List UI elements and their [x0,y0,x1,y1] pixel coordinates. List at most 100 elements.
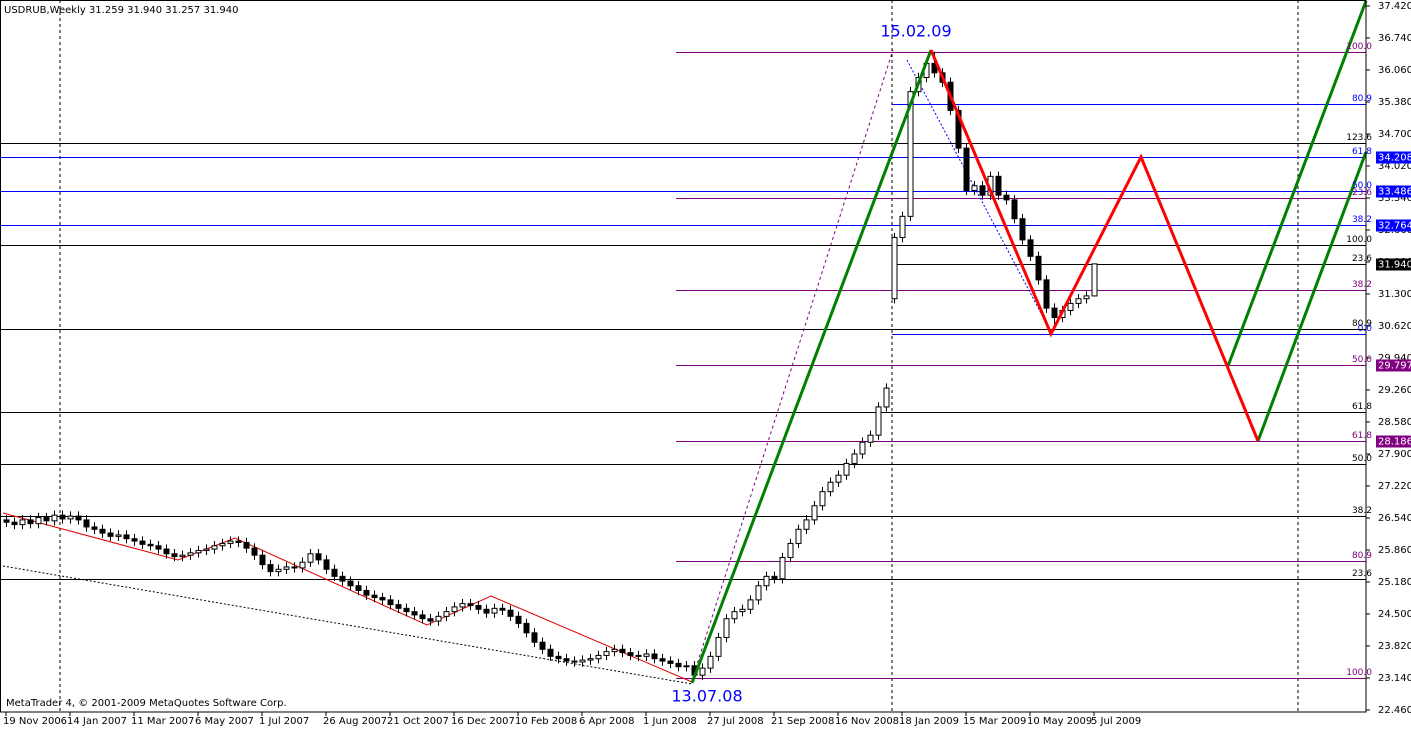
x-tick-label: 21 Sep 2008 [771,716,834,727]
level-label: 50.0 [1352,355,1372,365]
y-tick-label: 35.380 [1378,97,1411,108]
candle-body [27,519,34,525]
candle-body [51,514,58,522]
candle-body [1051,307,1058,319]
candle-body [579,659,586,663]
candle-body [267,564,274,573]
price-box-label: 32.764 [1378,221,1411,232]
candle-body [851,453,858,464]
level-label: 80.9 [1352,551,1372,561]
candle-body [683,665,690,668]
candle-body [931,62,938,74]
candle-body [275,568,282,573]
x-tick-label: 27 Jul 2008 [707,716,764,727]
price-box [1376,219,1411,232]
candle-body [123,534,130,540]
candle-body [1043,279,1050,309]
candle-body [251,547,258,556]
candle-body [1091,263,1098,297]
candle-body [459,603,466,608]
x-tick-label: 21 Oct 2007 [387,716,449,727]
candle-body [227,540,234,544]
level-label: 38.2 [1352,280,1372,290]
level-label: 61.8 [1352,431,1372,441]
y-tick-label: 26.540 [1378,513,1411,524]
candle-body [859,441,866,455]
plot-area [0,52,1366,679]
candle-body [355,585,362,591]
candle-body [3,519,10,523]
candle-body [467,603,474,607]
candle-body [435,615,442,622]
candle-body [803,519,810,530]
candle-body [363,589,370,596]
candle-body [835,474,842,483]
candle-body [595,654,602,660]
candle-body [755,585,762,601]
candle-body [371,594,378,599]
candle-body [995,175,1002,196]
candle-body [1011,199,1018,220]
candle-body [411,611,418,616]
annotation: 13.07.08 [671,687,742,706]
plot-frame [0,0,1367,713]
y-tick-label: 29.260 [1378,385,1411,396]
level-label: 61.8 [1352,147,1372,157]
y-tick-label: 25.860 [1378,545,1411,556]
candle-body [155,545,162,550]
candle-body [763,575,770,587]
x-tick-label: 5 Jul 2009 [1091,716,1141,727]
candle-body [651,653,658,660]
candle-body [331,568,338,577]
x-tick-label: 11 Mar 2007 [131,716,194,727]
candle-body [635,654,642,657]
candle-body [539,641,546,650]
candle-body [19,519,26,526]
candle-body [91,526,98,530]
candle-body [707,655,714,669]
candle-body [979,185,986,196]
candle-body [723,618,730,639]
candle-body [1083,295,1090,300]
candle-body [667,660,674,664]
price-box [1376,258,1411,271]
x-tick-label: 14 Jan 2007 [67,716,127,727]
candle-body [427,618,434,622]
y-tick-label: 23.140 [1378,673,1411,684]
y-tick-label: 34.020 [1378,161,1411,172]
candle-body [379,597,386,601]
candle-body [779,557,786,580]
x-tick-label: 16 Nov 2008 [835,716,899,727]
x-tick-label: 15 Mar 2009 [963,716,1026,727]
y-tick-label: 30.620 [1378,321,1411,332]
axes: 37.420 36.740 36.060 35.380 34.700 34.020 33.3… [3,1,1411,727]
candle-body [563,658,570,662]
x-tick-label: 16 Dec 2007 [451,716,515,727]
candle-body [43,517,50,522]
y-tick-label: 27.900 [1378,449,1411,460]
candle-body [147,543,154,547]
candle-body [603,651,610,656]
price-box-label: 34.208 [1378,153,1411,164]
price-box-label: 29.797 [1378,361,1411,372]
y-tick-label: 25.180 [1378,577,1411,588]
candle-body [99,528,106,534]
candle-body [11,521,18,526]
candle-body [491,607,498,614]
x-tick-label: 1 Jun 2008 [643,716,697,727]
candle-body [875,406,882,436]
y-tick-label: 36.740 [1378,33,1411,44]
candle-body [195,549,202,554]
y-tick-label: 22.460 [1378,705,1411,716]
candle-body [243,541,250,549]
candle-body [1067,302,1074,311]
candle-body [219,542,226,547]
candle-body [515,615,522,624]
level-label: 61.8 [1352,402,1372,412]
candle-body [131,538,138,542]
x-tick-label: 10 Feb 2008 [515,716,577,727]
level-label: 23.6 [1352,188,1372,198]
candle-body [395,604,402,609]
candle-body [1075,298,1082,304]
